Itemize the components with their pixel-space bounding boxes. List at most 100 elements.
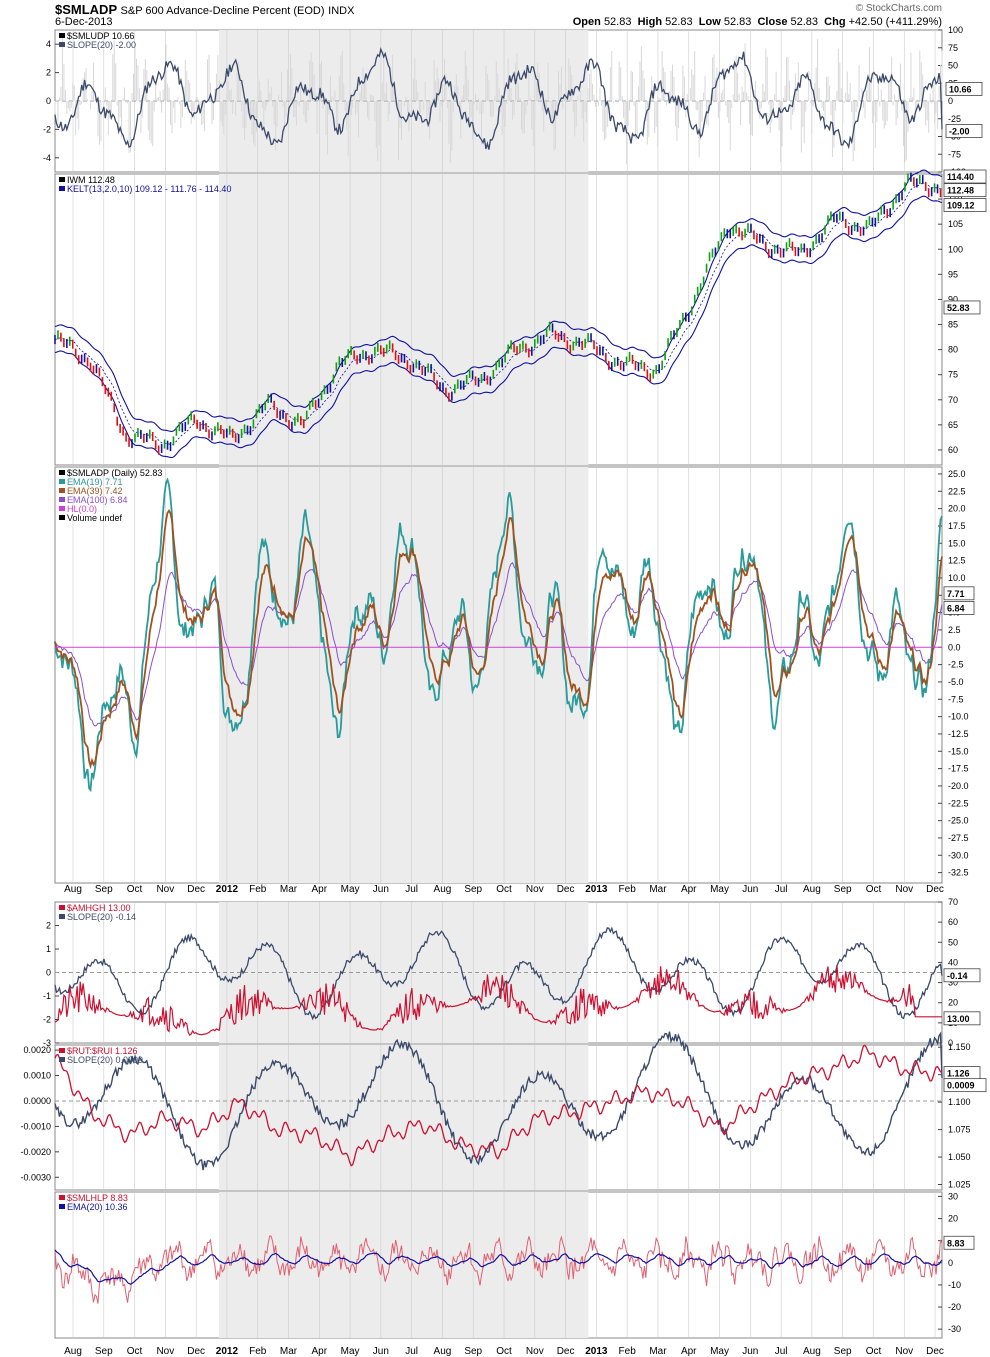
month-label: Mar bbox=[649, 884, 667, 895]
panel-smladp-legend-swatch bbox=[59, 479, 65, 484]
panel-amhgh-left-tick: -1 bbox=[43, 991, 51, 1001]
panel-smludp-right-tick: 100 bbox=[948, 25, 963, 35]
month-label: Aug bbox=[434, 1346, 452, 1357]
low-value: 52.83 bbox=[723, 16, 752, 28]
panel-amhgh-legend-swatch bbox=[59, 905, 65, 910]
panel-rutrui-right-tick: 1.150 bbox=[948, 1042, 971, 1052]
month-label: Dec bbox=[187, 1346, 205, 1357]
panel-smladp-legend-swatch bbox=[59, 470, 65, 475]
panel-rutrui-left-tick: 0.0020 bbox=[23, 1045, 51, 1055]
panel-amhgh-left-tick: -3 bbox=[43, 1038, 51, 1048]
panel-smladp-right-tick: 20.0 bbox=[948, 504, 966, 514]
panel-iwm-right-tick: 75 bbox=[948, 370, 958, 380]
month-label: Feb bbox=[619, 884, 637, 895]
symbol-title: $SMLADP S&P 600 Advance-Decline Percent … bbox=[55, 2, 354, 17]
panel-smladp-legend-swatch bbox=[59, 497, 65, 502]
panel-smludp-legend-entry: SLOPE(20) -2.00 bbox=[67, 40, 136, 50]
panel-smlhlp-legend-entry: EMA(20) 10.36 bbox=[67, 1202, 128, 1212]
symbol-ticker: $SMLADP bbox=[55, 2, 117, 17]
panel-amhgh-left-tick: 0 bbox=[46, 968, 51, 978]
panel-smladp-right-tick: -5.0 bbox=[948, 677, 964, 687]
panel-smladp-right-tick: 0.0 bbox=[948, 642, 961, 652]
panel-smladp-right-tick: -32.5 bbox=[948, 868, 969, 878]
month-label: 2013 bbox=[585, 1346, 608, 1357]
panel-smlhlp-right-tick: 20 bbox=[948, 1214, 958, 1224]
month-label: Apr bbox=[312, 1346, 328, 1357]
panel-smladp-right-tick: -27.5 bbox=[948, 833, 969, 843]
panel-smladp-right-tick: -2.5 bbox=[948, 660, 964, 670]
rutrui-last-badge-text: 1.126 bbox=[947, 1069, 970, 1079]
symbol-description: S&P 600 Advance-Decline Percent (EOD) bbox=[120, 5, 325, 17]
month-label: Nov bbox=[895, 884, 913, 895]
panel-smladp-right-tick: -20.0 bbox=[948, 781, 969, 791]
panel-iwm-right-tick: 80 bbox=[948, 345, 958, 355]
panel-smladp-legend-swatch bbox=[59, 488, 65, 493]
month-label: Nov bbox=[526, 1346, 544, 1357]
ema100-badge: 6.84 bbox=[943, 601, 975, 615]
month-label: Aug bbox=[64, 1346, 82, 1357]
panel-amhgh-right-tick: 20 bbox=[948, 998, 958, 1008]
smlhlp-line bbox=[54, 1235, 943, 1304]
month-label: Sep bbox=[95, 884, 113, 895]
panel-amhgh-left-tick: -2 bbox=[43, 1015, 51, 1025]
smludp-slope-badge-box bbox=[945, 124, 983, 138]
smludp-value-badge: 10.66 bbox=[945, 82, 983, 96]
panel-smladp-right-tick: -7.5 bbox=[948, 694, 964, 704]
month-label: Sep bbox=[834, 1346, 852, 1357]
panel-smludp-right-tick: 75 bbox=[948, 43, 958, 53]
change-label: Chg bbox=[824, 16, 846, 28]
month-label: Aug bbox=[803, 884, 821, 895]
panel-smludp-right-tick: -25 bbox=[948, 114, 961, 124]
panel-smladp-legend-swatch bbox=[59, 506, 65, 511]
rutrui-slope-badge-box bbox=[943, 1078, 987, 1093]
panel-iwm-right-tick: 90 bbox=[948, 294, 958, 304]
month-label: Aug bbox=[64, 884, 82, 895]
ema19-badge-box bbox=[943, 586, 975, 601]
month-label: Apr bbox=[681, 1346, 697, 1357]
amhgh-slope-badge-box bbox=[943, 968, 981, 983]
panel-rutrui-left-tick: 0.0000 bbox=[23, 1096, 51, 1106]
kelt-upper-badge: 114.40 bbox=[943, 169, 987, 184]
panel-rutrui-legend-swatch bbox=[59, 1057, 65, 1062]
month-label: Nov bbox=[156, 1346, 174, 1357]
month-label: Sep bbox=[95, 1346, 113, 1357]
smludp-slope-line bbox=[54, 47, 943, 150]
panel-rutrui-right-tick: 1.100 bbox=[948, 1097, 971, 1107]
month-label: Jun bbox=[373, 884, 389, 895]
panel-smladp-legend-entry: EMA(100) 6.84 bbox=[67, 495, 128, 505]
panel-smladp-right-tick: -17.5 bbox=[948, 764, 969, 774]
panel-smladp-right-tick: 10.0 bbox=[948, 573, 966, 583]
month-label: Aug bbox=[803, 1346, 821, 1357]
panel-amhgh-right-tick: 70 bbox=[948, 897, 958, 907]
month-label: Jun bbox=[742, 1346, 758, 1357]
rutrui-slope-badge-text: 0.0009 bbox=[947, 1081, 975, 1091]
month-label: 2013 bbox=[585, 884, 608, 895]
month-label: Dec bbox=[557, 884, 575, 895]
close-value: 52.83 bbox=[790, 16, 819, 28]
panel-smlhlp-legend-swatch bbox=[59, 1204, 65, 1209]
panel-iwm-right-tick: 100 bbox=[948, 244, 963, 254]
panel-amhgh-right-tick: 50 bbox=[948, 937, 958, 947]
month-label: Apr bbox=[681, 884, 697, 895]
smladp-overlay-badge: 52.83 bbox=[943, 300, 981, 315]
panel-smludp-right-tick: 50 bbox=[948, 61, 958, 71]
rutrui-ratio-line bbox=[54, 1044, 943, 1167]
panel-4-year-shade bbox=[218, 1045, 589, 1190]
stockcharts-credit[interactable]: © StockCharts.com bbox=[855, 3, 942, 14]
kelt-lower-badge-box bbox=[943, 198, 987, 212]
panel-smludp-left-tick: 0 bbox=[46, 96, 51, 106]
panel-smlhlp-right-tick: -10 bbox=[948, 1280, 961, 1290]
panel-rutrui-left-tick: -0.0020 bbox=[20, 1147, 51, 1157]
panel-iwm-right-tick: 85 bbox=[948, 320, 958, 330]
panel-smludp-left-tick: 4 bbox=[46, 39, 51, 49]
panel-smladp-right-tick: 15.0 bbox=[948, 538, 966, 548]
month-label: Dec bbox=[557, 1346, 575, 1357]
panel-smludp-legend-swatch bbox=[59, 42, 65, 47]
ema19-badge-text: 7.71 bbox=[947, 589, 965, 599]
panel-smladp-legend-entry: EMA(19) 7.71 bbox=[67, 477, 123, 487]
month-label: Feb bbox=[249, 1346, 267, 1357]
amhgh-last-badge-box bbox=[943, 1011, 981, 1026]
panel-2-year-shade bbox=[218, 467, 589, 883]
panel-smlhlp-legend-entry: $SMLHLP 8.83 bbox=[67, 1193, 128, 1203]
